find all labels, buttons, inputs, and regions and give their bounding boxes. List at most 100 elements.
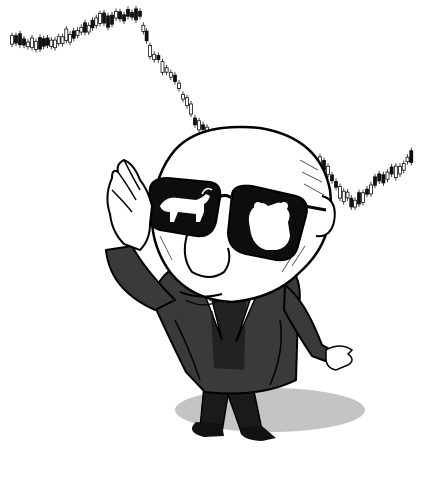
- candle-body: [130, 12, 134, 18]
- candle-body: [385, 171, 390, 180]
- candle-body: [181, 93, 185, 100]
- stubble-dot: [175, 317, 178, 319]
- candle-body: [83, 22, 87, 33]
- candle-body: [398, 166, 402, 175]
- candle-body: [377, 173, 382, 182]
- candle-body: [193, 117, 197, 126]
- candle-body: [156, 55, 161, 60]
- candle-body: [197, 120, 201, 131]
- candle-body: [345, 191, 350, 199]
- candle-body: [152, 53, 157, 61]
- stubble-dot: [170, 311, 172, 313]
- candle-body: [53, 39, 57, 49]
- left-hand: [106, 158, 154, 252]
- candle-body: [68, 34, 72, 43]
- candle-body: [349, 197, 354, 208]
- candle-body: [22, 38, 26, 46]
- bear-icon: [248, 202, 290, 250]
- candle-body: [393, 165, 398, 178]
- stubble-dot: [196, 311, 198, 313]
- candle-body: [173, 74, 177, 82]
- stubble-dot: [224, 314, 226, 317]
- stubble-dot: [226, 321, 229, 323]
- candle-body: [98, 13, 102, 24]
- right-shoe: [239, 426, 276, 441]
- candle-body: [106, 15, 110, 28]
- stubble-dot: [185, 310, 188, 312]
- stubble-dot: [182, 319, 184, 322]
- stubble-dot: [209, 299, 212, 302]
- stubble-dot: [175, 303, 178, 305]
- candle-body: [177, 82, 181, 89]
- candle-body: [18, 33, 22, 46]
- stubble-dot: [182, 302, 184, 304]
- candle-body: [168, 72, 173, 78]
- stubble-dot: [173, 301, 175, 303]
- candle-body: [34, 41, 38, 50]
- candle-body: [60, 36, 65, 44]
- candle-body: [41, 38, 46, 47]
- stubble-dot: [198, 314, 201, 316]
- candle-body: [110, 14, 114, 25]
- candle-body: [357, 192, 361, 205]
- candle-body: [185, 97, 189, 106]
- candle-body: [369, 184, 373, 195]
- candle-body: [71, 30, 76, 39]
- candle-body: [141, 24, 146, 32]
- stubble-dot: [182, 315, 185, 317]
- candle-body: [38, 37, 42, 50]
- candle-body: [138, 10, 142, 17]
- candle-body: [126, 9, 130, 17]
- stubble-dot: [198, 322, 200, 324]
- candle-body: [134, 8, 138, 21]
- candle-body: [405, 156, 410, 163]
- candle-body: [389, 166, 394, 175]
- candle-body: [118, 11, 122, 20]
- candle-body: [373, 176, 377, 186]
- stubble-dot: [222, 299, 224, 302]
- nose: [183, 231, 231, 278]
- candle-body: [114, 11, 118, 19]
- mouth: [179, 291, 223, 298]
- candle-body: [381, 174, 386, 184]
- glasses-temple: [303, 204, 327, 212]
- candle-body: [45, 37, 50, 46]
- stubble-dot: [172, 299, 175, 301]
- stubble-dot: [180, 314, 182, 316]
- stubble-dot: [185, 315, 188, 317]
- left-shoe: [191, 422, 224, 437]
- stubble-dot: [171, 315, 173, 318]
- candle-body: [326, 165, 330, 175]
- candle-body: [409, 150, 414, 163]
- stubble-dot: [167, 315, 169, 317]
- stubble-dot: [182, 312, 185, 314]
- candle-body: [341, 190, 346, 203]
- stubble-dot: [207, 324, 209, 326]
- candle-body: [201, 124, 205, 130]
- candle-body: [401, 163, 406, 171]
- candle-body: [189, 103, 193, 115]
- candle-body: [102, 12, 106, 24]
- candle-body: [334, 181, 338, 188]
- ear: [315, 195, 336, 238]
- stubble-dot: [192, 307, 194, 309]
- finger-lines: [111, 159, 141, 213]
- stubble-dot: [199, 313, 201, 315]
- candle-body: [30, 37, 34, 48]
- left-arm: [104, 244, 177, 312]
- stubble-dot: [185, 305, 188, 308]
- lower-lip: [185, 299, 221, 306]
- candle-body: [26, 41, 30, 48]
- candle-body: [365, 188, 369, 195]
- candle-body: [86, 25, 91, 33]
- shirt: [210, 300, 246, 370]
- stubble-dot: [167, 321, 169, 323]
- candle-body: [330, 174, 334, 182]
- candle-body: [49, 39, 54, 47]
- stubble-dot: [211, 311, 214, 313]
- candle-body: [94, 17, 99, 26]
- candle-body: [75, 29, 80, 36]
- stubble-dot: [219, 303, 222, 306]
- candle-body: [56, 36, 61, 44]
